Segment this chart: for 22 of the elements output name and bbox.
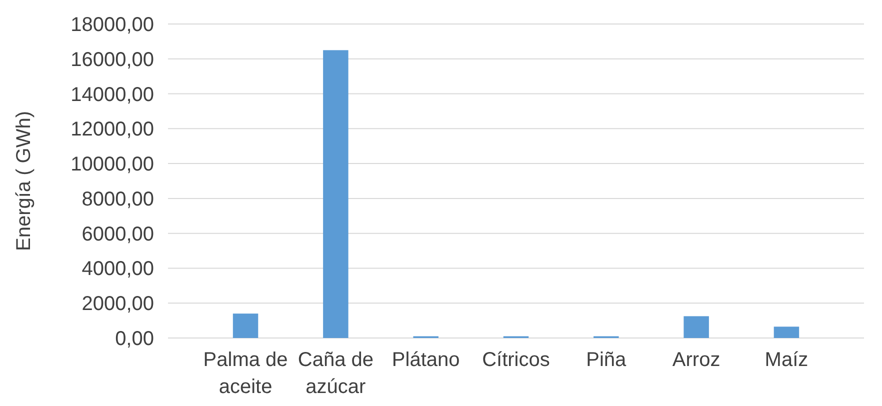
bar [774, 326, 800, 338]
y-tick-label: 14000,00 [70, 84, 154, 106]
x-tick-label: Plátano [392, 349, 460, 371]
x-tick-label: Palma de aceite [203, 349, 288, 398]
y-tick-label: 12000,00 [70, 118, 154, 141]
y-axis-title: Energía ( GWh) [13, 110, 35, 252]
x-tick-label: Maíz [764, 349, 808, 371]
x-tick-label: Piña [586, 349, 628, 371]
x-tick-label: Cítricos [482, 349, 550, 371]
bar [323, 50, 348, 338]
x-tick-label: Arroz [672, 349, 720, 371]
bar [232, 314, 258, 338]
y-tick-label: 0,00 [115, 328, 154, 350]
y-tick-label: 8000,00 [82, 188, 154, 210]
y-tick-label: 2000,00 [82, 293, 154, 316]
y-tick-label: 4000,00 [82, 258, 154, 280]
y-tick-label: 6000,00 [82, 223, 154, 246]
y-tick-label: 10000,00 [70, 154, 154, 176]
x-tick-label: Caña de azúcar [298, 349, 374, 398]
y-tick-label: 16000,00 [70, 48, 154, 71]
y-tick-label: 18000,00 [70, 14, 154, 36]
bar [684, 316, 709, 338]
